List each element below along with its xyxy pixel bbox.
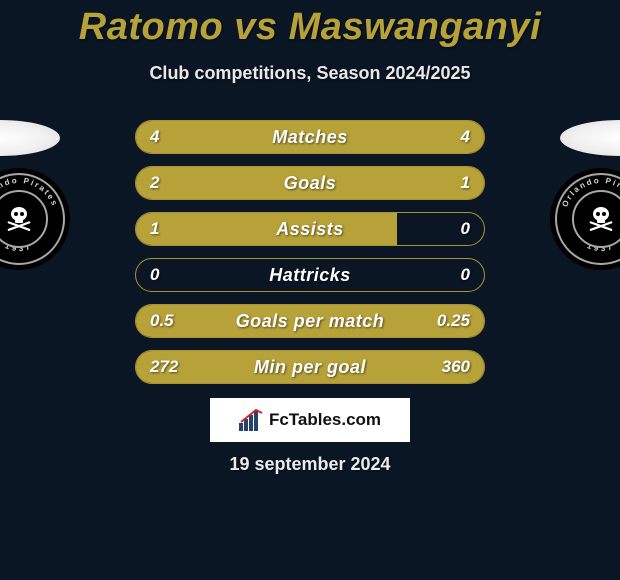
comparison-infographic: Ratomo vs Maswanganyi Club competitions,… [0,0,620,580]
club-crest-right: Orlando Pirates 1937 [550,168,620,270]
stat-label: Goals [136,167,484,200]
attribution-text: FcTables.com [269,410,381,430]
skull-crossbones-icon [585,203,617,235]
stat-bar-row: 10Assists [135,212,485,246]
stat-label: Matches [136,121,484,154]
stat-label: Goals per match [136,305,484,338]
stat-bar-row: 21Goals [135,166,485,200]
stat-bar-row: 44Matches [135,120,485,154]
subtitle: Club competitions, Season 2024/2025 [0,63,620,84]
stat-label: Min per goal [136,351,484,384]
stat-bars: 44Matches 21Goals 10Assists 00Hattricks 0.50… [135,120,485,396]
page-title: Ratomo vs Maswanganyi [0,0,620,49]
stat-bar-row: 272360Min per goal [135,350,485,384]
stat-bar-row: 0.50.25Goals per match [135,304,485,338]
stat-label: Assists [136,213,484,246]
stat-label: Hattricks [136,259,484,292]
date-text: 19 september 2024 [0,454,620,475]
ellipse-placeholder-left [0,120,60,156]
fctables-logo-icon [239,409,265,431]
ellipse-placeholder-right [560,120,620,156]
skull-crossbones-icon [3,203,35,235]
stat-bar-row: 00Hattricks [135,258,485,292]
attribution-box: FcTables.com [210,398,410,442]
club-crest-left: Orlando Pirates 1937 [0,168,70,270]
